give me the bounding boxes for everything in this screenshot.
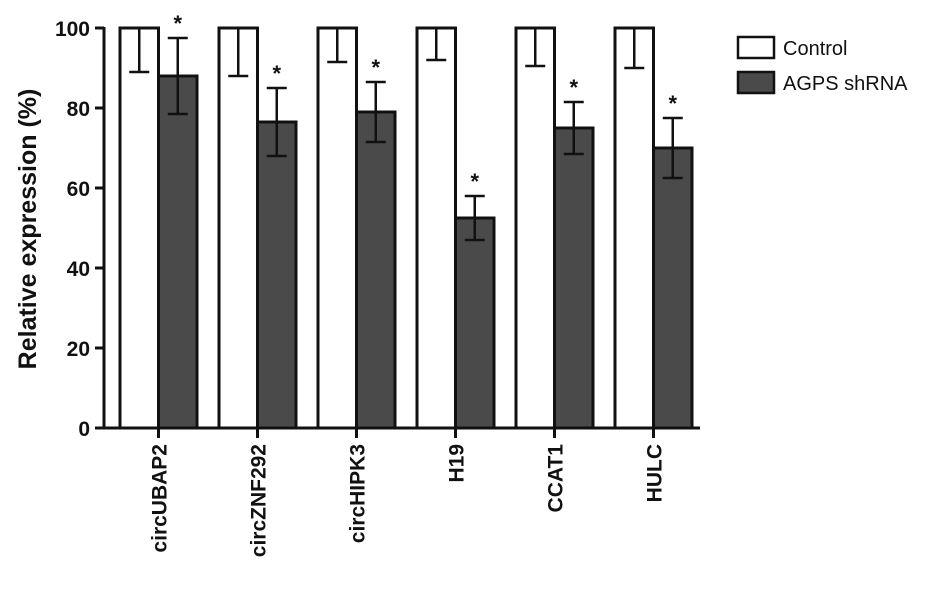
y-tick-label: 100: [55, 18, 90, 41]
legend: Control AGPS shRNA: [736, 35, 908, 95]
x-tick-label-circHIPK3: circHIPK3: [347, 444, 370, 543]
significance-marker: *: [173, 11, 182, 36]
bar-agps-shrna-CCAT1: [553, 126, 595, 430]
significance-layer: * * * * * *: [173, 11, 677, 194]
bar-control-circZNF292: [217, 26, 259, 430]
bar-agps-shrna-circHIPK3: [355, 110, 397, 430]
error-bars-layer: [129, 28, 683, 242]
x-tick-label-circUBAP2: circUBAP2: [149, 444, 172, 553]
legend-label-agps-shrna: AGPS shRNA: [783, 73, 908, 95]
bar-control-H19: [415, 26, 457, 430]
bar-agps-shrna-circZNF292: [256, 120, 298, 430]
significance-marker: *: [470, 169, 479, 194]
bar-control-circHIPK3: [316, 26, 358, 430]
bar-control-circUBAP2: [118, 26, 160, 430]
bar-control-CCAT1: [514, 26, 556, 430]
bar-control-HULC: [613, 26, 655, 430]
y-ticks-layer: 0 20 40 60 80 100: [55, 18, 104, 441]
significance-marker: *: [569, 75, 578, 100]
x-tick-label-circZNF292: circZNF292: [248, 444, 271, 557]
significance-marker: *: [371, 55, 380, 80]
legend-label-control: Control: [783, 38, 847, 60]
x-tick-label-H19: H19: [446, 444, 469, 483]
bars-layer: [118, 26, 694, 430]
significance-marker: *: [668, 91, 677, 116]
y-tick-label: 40: [67, 258, 90, 281]
legend-swatch-control: [736, 35, 776, 60]
y-tick-label: 20: [67, 338, 90, 361]
axes-layer: [102, 27, 700, 430]
y-tick-label: 60: [67, 178, 90, 201]
bar-agps-shrna-HULC: [652, 146, 694, 430]
significance-marker: *: [272, 61, 281, 86]
bar-agps-shrna-H19: [454, 216, 496, 430]
x-ticks-layer: circUBAP2 circZNF292 circHIPK3 H19 CCAT1 HULC: [149, 428, 667, 557]
y-tick-label: 80: [67, 98, 90, 121]
x-tick-label-CCAT1: CCAT1: [545, 444, 568, 513]
y-axis-title: Relative expression (%): [14, 89, 42, 370]
y-tick-label: 0: [78, 418, 90, 441]
legend-swatch-agps-shrna: [736, 70, 776, 95]
x-tick-label-HULC: HULC: [644, 444, 667, 502]
bar-agps-shrna-circUBAP2: [157, 74, 199, 430]
